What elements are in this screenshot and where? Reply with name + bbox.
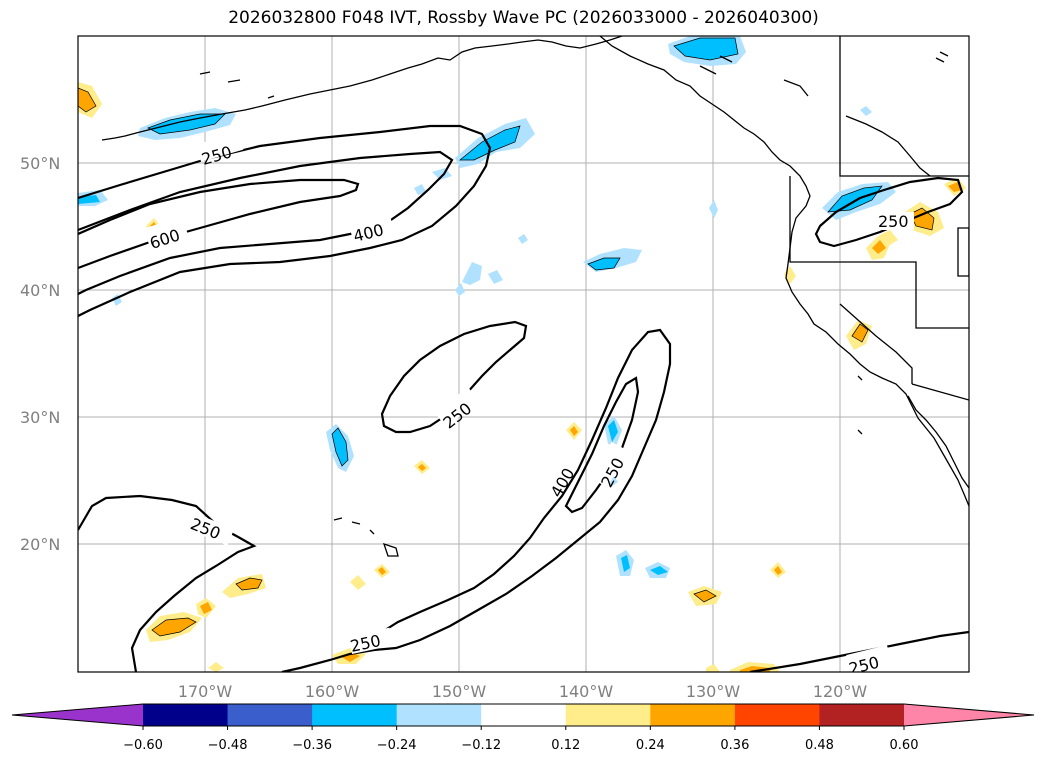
colorbar-extend-low [12,704,143,726]
lon-label-140w: 140°W [559,682,614,701]
contour-250-pnw [814,176,964,248]
lon-label-170w: 170°W [178,682,233,701]
contour-400-north [78,150,454,295]
lon-label-120w: 120°W [813,682,868,701]
colorbar: −0.60 −0.48 −0.36 −0.24 −0.12 0.12 0.24 0.36 0.4… [11,703,1035,753]
anomaly-outlines [78,37,935,637]
lon-label-160w: 160°W [305,682,360,701]
colorbar-tick-label: 0.48 [805,738,834,753]
colorbar-tick-label: 0.36 [720,738,749,753]
colorbar-tick-label: −0.60 [123,738,163,753]
colorbar-bin [734,704,820,726]
negative-anomaly-patches [78,36,896,578]
contour-250-southwest [78,494,257,672]
colorbar-tick-label: −0.48 [208,738,248,753]
lon-label-130w: 130°W [686,682,741,701]
lon-label-150w: 150°W [432,682,487,701]
contour-250-north [78,124,492,317]
contour-250-central [281,328,672,672]
lat-label-30n: 30°N [20,408,60,427]
longitude-labels: 170°W 160°W 150°W 140°W 130°W 120°W [178,682,868,701]
colorbar-tick-label: 0.12 [551,738,580,753]
ivt-contours [78,124,969,672]
colorbar-bin [565,704,651,726]
contour-250-subtropical [380,320,528,434]
map-frame [77,35,970,673]
colorbar-bin [481,704,567,726]
colorbar-tick-label: −0.12 [461,738,501,753]
colorbar-bin [312,704,398,726]
latitude-labels: 50°N 40°N 30°N 20°N [20,154,60,554]
colorbar-extend-high [904,704,1034,726]
contour-label: 250 [878,212,909,231]
coastlines [101,36,969,557]
colorbar-bin [819,704,905,726]
colorbar-bin [396,704,482,726]
colorbar-bin [227,704,313,726]
lat-label-50n: 50°N [20,154,60,173]
contour-label: 250 [847,653,881,679]
contour-labels: 250 600 400 250 250 400 250 250 250 250 [143,132,914,679]
colorbar-tick-label: −0.36 [292,738,332,753]
colorbar-tick-label: 0.60 [890,738,919,753]
colorbar-tick-label: −0.24 [377,738,417,753]
colorbar-bin [143,704,229,726]
colorbar-tick-label: 0.24 [636,738,665,753]
lat-label-40n: 40°N [20,281,60,300]
map-title: 2026032800 F048 IVT, Rossby Wave PC (202… [228,8,819,28]
contour-400-central [564,376,640,514]
lat-label-20n: 20°N [20,535,60,554]
colorbar-bin [650,704,736,726]
